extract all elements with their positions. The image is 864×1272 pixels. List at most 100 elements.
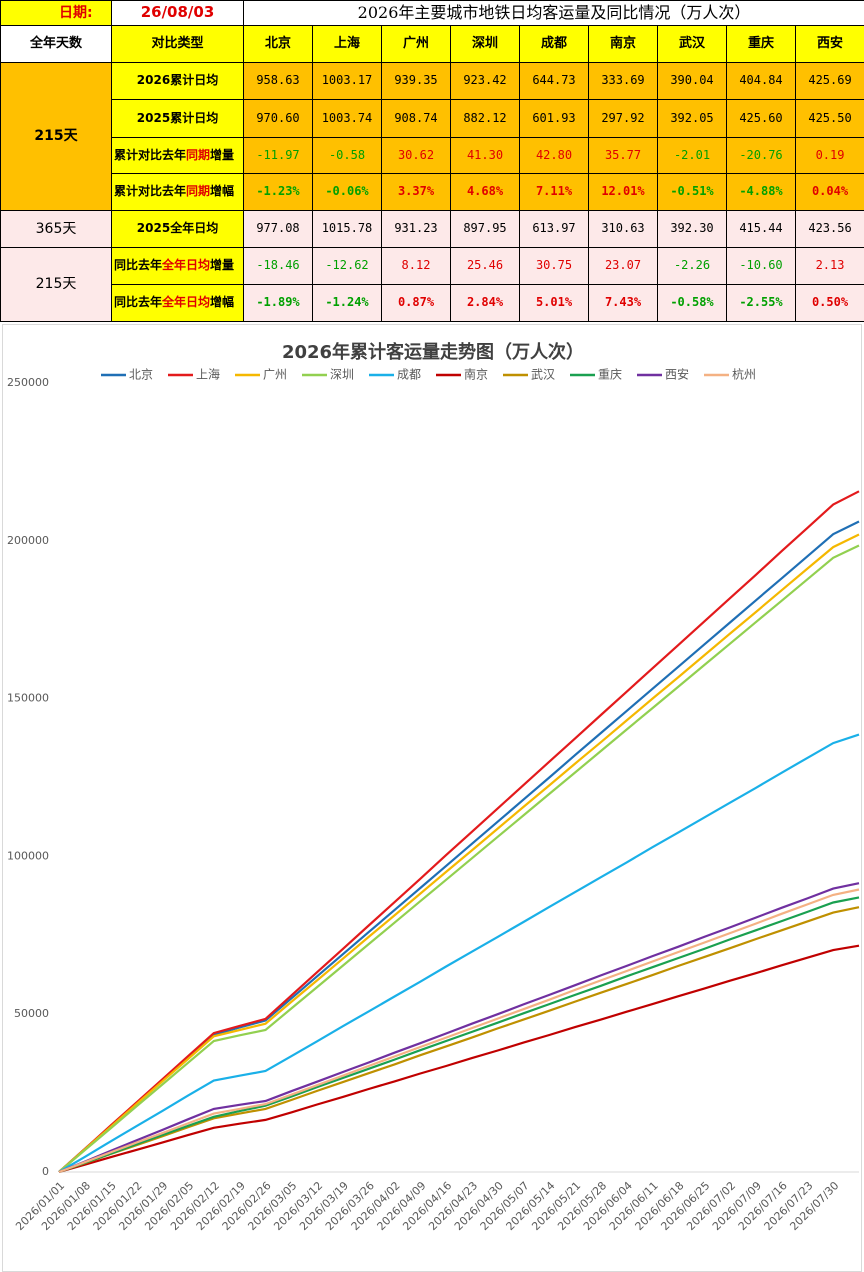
- legend-label: 上海: [196, 367, 220, 382]
- series-line: [58, 533, 860, 1173]
- table-row: 同比去年全年日均增幅 -1.89% -1.24% 0.87% 2.84% 5.01% 7.4…: [1, 284, 864, 322]
- legend-label: 杭州: [732, 367, 756, 382]
- type-text: 同期: [186, 184, 211, 199]
- legend-label: 深圳: [330, 368, 354, 382]
- table-row: 累计对比去年同期增量 -11.97 -0.58 30.62 41.30 42.80 35.7…: [1, 137, 864, 174]
- value-cell: 30.75: [519, 247, 589, 285]
- type-cell: 累计对比去年同期增幅: [111, 173, 244, 211]
- value-cell: 392.05: [657, 99, 727, 138]
- value-cell: 939.35: [381, 62, 451, 100]
- type-text: 累计对比去年: [114, 184, 187, 199]
- value-cell: 42.80: [519, 137, 589, 174]
- value-cell: 12.01%: [588, 173, 658, 211]
- value-cell: -0.58%: [657, 284, 727, 322]
- value-cell: 0.50%: [794, 284, 864, 322]
- type-text: 增量: [210, 258, 235, 273]
- header-cell: 西安: [794, 25, 864, 63]
- y-tick-label: 150000: [7, 692, 49, 705]
- type-cell: 2026累计日均: [111, 62, 244, 100]
- series-line: [58, 944, 860, 1174]
- value-cell: -18.46: [243, 247, 313, 285]
- table-row: 215天 同比去年全年日均增量 -18.46 -12.62 8.12 25.46 30.75…: [0, 247, 864, 322]
- type-text: 累计对比去年: [114, 147, 187, 162]
- value-cell: -11.97: [243, 137, 313, 174]
- type-cell: 同比去年全年日均增量: [111, 247, 244, 285]
- series-line: [58, 733, 860, 1173]
- value-cell: -4.88%: [726, 173, 796, 211]
- header-cell: 武汉: [657, 25, 727, 63]
- series-line: [58, 888, 860, 1174]
- type-text: 增幅: [210, 184, 235, 199]
- value-cell: 977.08: [243, 210, 313, 248]
- value-cell: 415.44: [726, 210, 796, 248]
- table-row: 累计对比去年同期增幅 -1.23% -0.06% 3.37% 4.68% 7.11% 12.…: [1, 173, 864, 211]
- header-cell: 广州: [381, 25, 451, 63]
- value-cell: 23.07: [588, 247, 658, 285]
- type-cell: 同比去年全年日均增幅: [111, 284, 244, 322]
- value-cell: 2.84%: [450, 284, 520, 322]
- header-cell: 成都: [519, 25, 589, 63]
- legend-label: 南京: [464, 367, 488, 382]
- value-cell: 613.97: [519, 210, 589, 248]
- value-cell: 970.60: [243, 99, 313, 138]
- value-cell: 30.62: [381, 137, 451, 174]
- value-cell: 25.46: [450, 247, 520, 285]
- value-cell: 958.63: [243, 62, 313, 100]
- header-cell: 对比类型: [111, 25, 244, 63]
- value-cell: -1.89%: [243, 284, 313, 322]
- value-cell: 1015.78: [312, 210, 382, 248]
- series-line: [58, 896, 860, 1174]
- value-cell: 390.04: [657, 62, 727, 100]
- value-cell: -1.24%: [312, 284, 382, 322]
- type-text: 增量: [210, 147, 235, 162]
- chart: 2026年累计客运量走势图（万人次） 0 50000 100000 150000 200…: [2, 324, 862, 1272]
- table-row: 2025累计日均 970.60 1003.74 908.74 882.12 601.93 2…: [1, 99, 864, 138]
- type-text: 2026累计日均: [136, 73, 219, 88]
- type-text: 全年日均: [162, 295, 211, 310]
- value-cell: 35.77: [588, 137, 658, 174]
- series-line: [58, 882, 860, 1174]
- header-cell: 南京: [588, 25, 658, 63]
- value-cell: 0.87%: [381, 284, 451, 322]
- series-line: [58, 906, 860, 1174]
- value-cell: 601.93: [519, 99, 589, 138]
- series-line: [58, 544, 860, 1173]
- value-cell: 2.13: [794, 247, 864, 285]
- value-cell: 297.92: [588, 99, 658, 138]
- table-row: 215天 2026累计日均 958.63 1003.17 939.35 923.42 644…: [0, 62, 864, 211]
- value-cell: 5.01%: [519, 284, 589, 322]
- y-tick-label: 200000: [7, 534, 49, 547]
- value-cell: 425.60: [726, 99, 796, 138]
- value-cell: 1003.17: [312, 62, 382, 100]
- value-cell: 425.69: [794, 62, 864, 100]
- value-cell: 931.23: [381, 210, 451, 248]
- type-text: 同比去年: [114, 258, 163, 273]
- header-cell: 深圳: [450, 25, 520, 63]
- type-cell: 2025全年日均: [111, 210, 244, 248]
- legend-label: 武汉: [531, 368, 555, 382]
- value-cell: -10.60: [726, 247, 796, 285]
- value-cell: -2.55%: [726, 284, 796, 322]
- value-cell: 1003.74: [312, 99, 382, 138]
- y-tick-label: 100000: [7, 849, 49, 862]
- summary-table: 日期: 26/08/03 2026年主要城市地铁日均客运量及同比情况（万人次） 全年天…: [0, 0, 864, 322]
- value-cell: 908.74: [381, 99, 451, 138]
- value-cell: 310.63: [588, 210, 658, 248]
- type-text: 增幅: [210, 295, 235, 310]
- value-cell: 3.37%: [381, 173, 451, 211]
- value-cell: -0.58: [312, 137, 382, 174]
- value-cell: -2.01: [657, 137, 727, 174]
- value-cell: -1.23%: [243, 173, 313, 211]
- legend-label: 成都: [397, 368, 421, 382]
- value-cell: 7.11%: [519, 173, 589, 211]
- header-cell: 北京: [243, 25, 313, 63]
- value-cell: 423.56: [794, 210, 864, 248]
- value-cell: -12.62: [312, 247, 382, 285]
- value-cell: 4.68%: [450, 173, 520, 211]
- value-cell: 882.12: [450, 99, 520, 138]
- value-cell: 7.43%: [588, 284, 658, 322]
- legend-label: 西安: [665, 367, 689, 382]
- days-cell: 215天: [0, 62, 112, 211]
- date: 26/08/03: [111, 0, 244, 26]
- header-cell: 上海: [312, 25, 382, 63]
